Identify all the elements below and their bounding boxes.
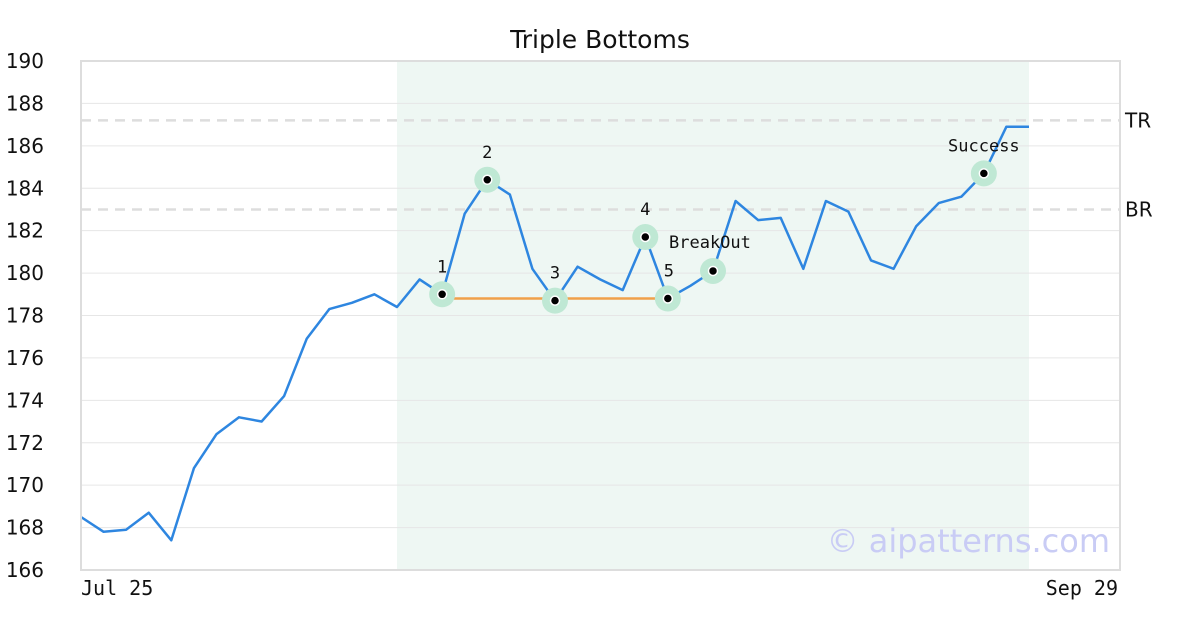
marker-label: Success [948,136,1020,156]
level-label: BR [1125,197,1153,221]
marker-point [640,231,651,243]
y-tick-label: 170 [6,473,44,497]
y-tick-label: 184 [6,176,44,200]
y-tick-label: 178 [6,304,44,328]
marker-point [482,174,493,186]
y-tick-label: 174 [6,388,44,412]
x-tick-label: Jul 25 [81,576,153,600]
y-tick-label: 188 [6,91,44,115]
marker-point [707,265,719,277]
y-tick-label: 186 [6,134,44,158]
marker-label: 4 [640,200,650,220]
marker-point [978,168,990,179]
y-tick-label: 176 [6,346,44,370]
y-tick-label: 172 [6,431,44,455]
marker-label: 1 [437,257,447,277]
x-tick-label: Sep 29 [1046,576,1118,600]
marker-label: 2 [482,143,492,163]
chart-title: Triple Bottoms [509,25,690,54]
marker-label: 5 [664,262,674,282]
marker-point [549,295,561,306]
marker-point [662,293,674,304]
level-label: TR [1124,108,1151,132]
y-tick-label: 182 [6,219,44,243]
watermark: © aipatterns.com [827,522,1110,560]
plot-frame [80,60,1121,571]
y-tick-label: 166 [6,558,44,582]
y-tick-label: 190 [6,49,44,73]
marker-point [436,289,448,300]
y-tick-label: 168 [6,516,44,540]
marker-label: BreakOut [669,233,751,253]
marker-label: 3 [550,264,560,284]
y-tick-label: 180 [6,261,44,285]
